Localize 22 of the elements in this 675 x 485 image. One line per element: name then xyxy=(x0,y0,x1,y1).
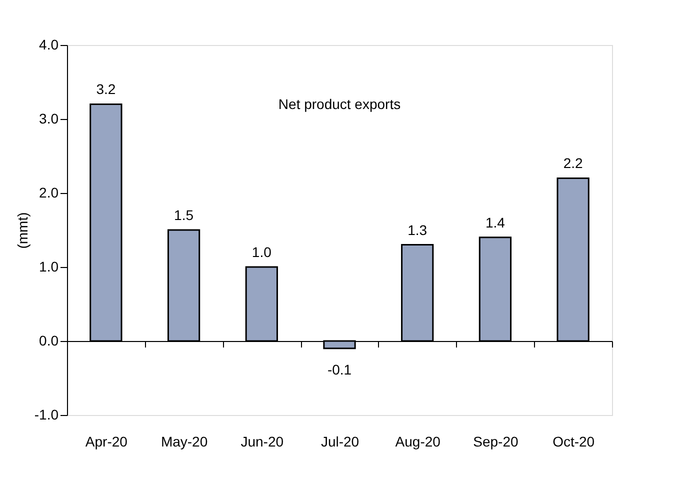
x-tick-label: Oct-20 xyxy=(552,434,595,450)
y-tick-label: 4.0 xyxy=(39,36,59,52)
y-tick-label: 0.0 xyxy=(39,332,59,348)
data-label: 2.2 xyxy=(563,155,584,172)
data-label: 1.3 xyxy=(408,222,428,238)
y-tick-label: -1.0 xyxy=(34,406,59,422)
x-tick-label: Jun-20 xyxy=(240,434,284,450)
y-axis-title: (mmt) xyxy=(14,212,30,249)
x-tick-label: Aug-20 xyxy=(395,434,441,450)
text: Net product exports xyxy=(278,96,401,112)
x-tick-label: Jul-20 xyxy=(320,434,360,450)
y-tick-label: 2.0 xyxy=(39,184,59,200)
x-tick-label: Sep-20 xyxy=(473,434,518,450)
data-label: 1.5 xyxy=(174,207,194,223)
data-label: -0.1 xyxy=(327,361,352,378)
y-tick-label: 1.0 xyxy=(39,258,59,274)
data-label: 3.2 xyxy=(96,81,116,98)
data-label: 1.4 xyxy=(485,214,506,230)
y-tick-label: 3.0 xyxy=(39,110,59,126)
x-tick-label: Apr-20 xyxy=(85,434,128,450)
data-label: 1.0 xyxy=(252,244,272,260)
x-tick-label: May-20 xyxy=(160,434,208,450)
